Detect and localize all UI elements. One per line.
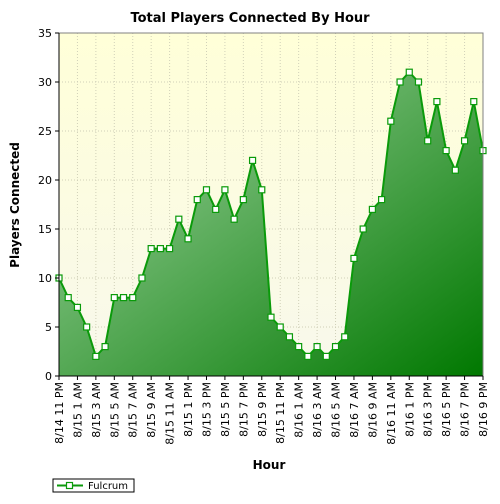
data-point: [442, 147, 450, 155]
data-point: [202, 186, 211, 194]
y-tick-label: 15: [38, 223, 52, 236]
data-point: [470, 97, 478, 106]
data-point: [285, 333, 294, 341]
data-point: [387, 117, 395, 125]
x-tick-label: 8/14 11 PM: [53, 382, 66, 444]
x-tick-label: 8/15 7 AM: [127, 382, 140, 438]
x-tick-label: 8/16 9 AM: [366, 382, 379, 438]
data-point: [83, 323, 91, 331]
plot-area: 0 5 10 15 20 25 30 35 8/14 11 PM 8/15 1 AM 8/15 3 …: [38, 27, 490, 445]
data-point: [295, 343, 303, 351]
x-tick-label: 8/16 3 AM: [311, 382, 324, 438]
data-point: [92, 352, 100, 360]
legend-series-label: Fulcrum: [88, 481, 128, 492]
data-point: [221, 186, 229, 194]
data-point: [64, 294, 72, 302]
x-axis-title: Hour: [253, 458, 286, 472]
data-point: [184, 235, 192, 243]
y-tick-label: 5: [45, 321, 52, 334]
data-point: [110, 294, 118, 302]
x-tick-label: 8/16 5 PM: [440, 382, 453, 437]
chart-title: Total Players Connected By Hour: [130, 11, 370, 26]
data-point: [313, 343, 321, 351]
data-point: [138, 274, 146, 282]
data-point: [304, 352, 312, 360]
x-tick-label: 8/15 9 PM: [256, 382, 269, 437]
x-tick-label: 8/16 1 PM: [403, 382, 416, 437]
legend: Fulcrum: [52, 478, 135, 493]
x-tick-label: 8/15 3 AM: [90, 382, 103, 438]
y-tick-label: 35: [38, 27, 52, 40]
data-point: [368, 205, 376, 213]
data-point: [212, 205, 220, 213]
x-tick-label: 8/16 7 AM: [348, 382, 361, 438]
data-point: [451, 166, 459, 174]
data-point: [248, 156, 257, 164]
y-tick-label: 20: [38, 174, 52, 187]
x-tick-label: 8/16 9 PM: [477, 382, 490, 437]
data-point: [73, 303, 82, 311]
x-tick-label: 8/15 5 AM: [108, 382, 121, 438]
data-point: [258, 186, 266, 194]
data-point: [424, 137, 432, 145]
x-tick-label: 8/15 11 PM: [274, 382, 287, 444]
y-tick-label: 25: [38, 125, 52, 138]
data-point: [147, 245, 155, 253]
data-point: [414, 78, 423, 86]
y-tick-label: 10: [38, 272, 52, 285]
x-tick-label: 8/16 11 AM: [385, 382, 398, 445]
x-tick-label: 8/15 1 PM: [182, 382, 195, 437]
data-point: [359, 225, 367, 233]
data-point: [405, 68, 413, 76]
x-tick-label: 8/16 1 AM: [293, 382, 306, 438]
x-tick-label: 8/16 7 PM: [459, 382, 472, 437]
series-area-fulcrum: [59, 72, 483, 376]
x-tick-label: 8/15 11 AM: [164, 382, 177, 445]
data-point: [166, 245, 174, 253]
data-point: [239, 196, 247, 204]
data-point: [378, 196, 386, 204]
legend-series-marker: [65, 481, 74, 490]
y-tick-label: 0: [45, 370, 52, 383]
data-point: [331, 343, 340, 351]
y-axis-title: Players Connected: [8, 142, 22, 268]
x-tick-label: 8/15 1 AM: [71, 382, 84, 438]
data-point: [276, 323, 284, 331]
x-tick-label: 8/15 3 PM: [200, 382, 213, 437]
data-point: [433, 97, 441, 106]
data-point: [156, 245, 164, 253]
data-point: [460, 137, 469, 145]
y-tick-label: 30: [38, 76, 52, 89]
data-point: [193, 196, 201, 204]
data-point: [350, 254, 358, 262]
x-tick-label: 8/15 9 AM: [145, 382, 158, 438]
data-point: [267, 313, 275, 321]
x-tick-label: 8/15 7 PM: [237, 382, 250, 437]
x-tick-label: 8/15 5 PM: [219, 382, 232, 437]
x-tick-label: 8/16 5 AM: [330, 382, 343, 438]
data-point: [119, 294, 128, 302]
data-point: [129, 294, 137, 302]
data-point: [101, 343, 109, 351]
data-point: [230, 215, 238, 223]
data-point: [341, 333, 349, 341]
x-tick-label: 8/16 3 PM: [422, 382, 435, 437]
data-point: [396, 78, 404, 86]
legend-box: [52, 478, 135, 493]
data-point: [175, 215, 183, 223]
data-point: [322, 352, 330, 360]
